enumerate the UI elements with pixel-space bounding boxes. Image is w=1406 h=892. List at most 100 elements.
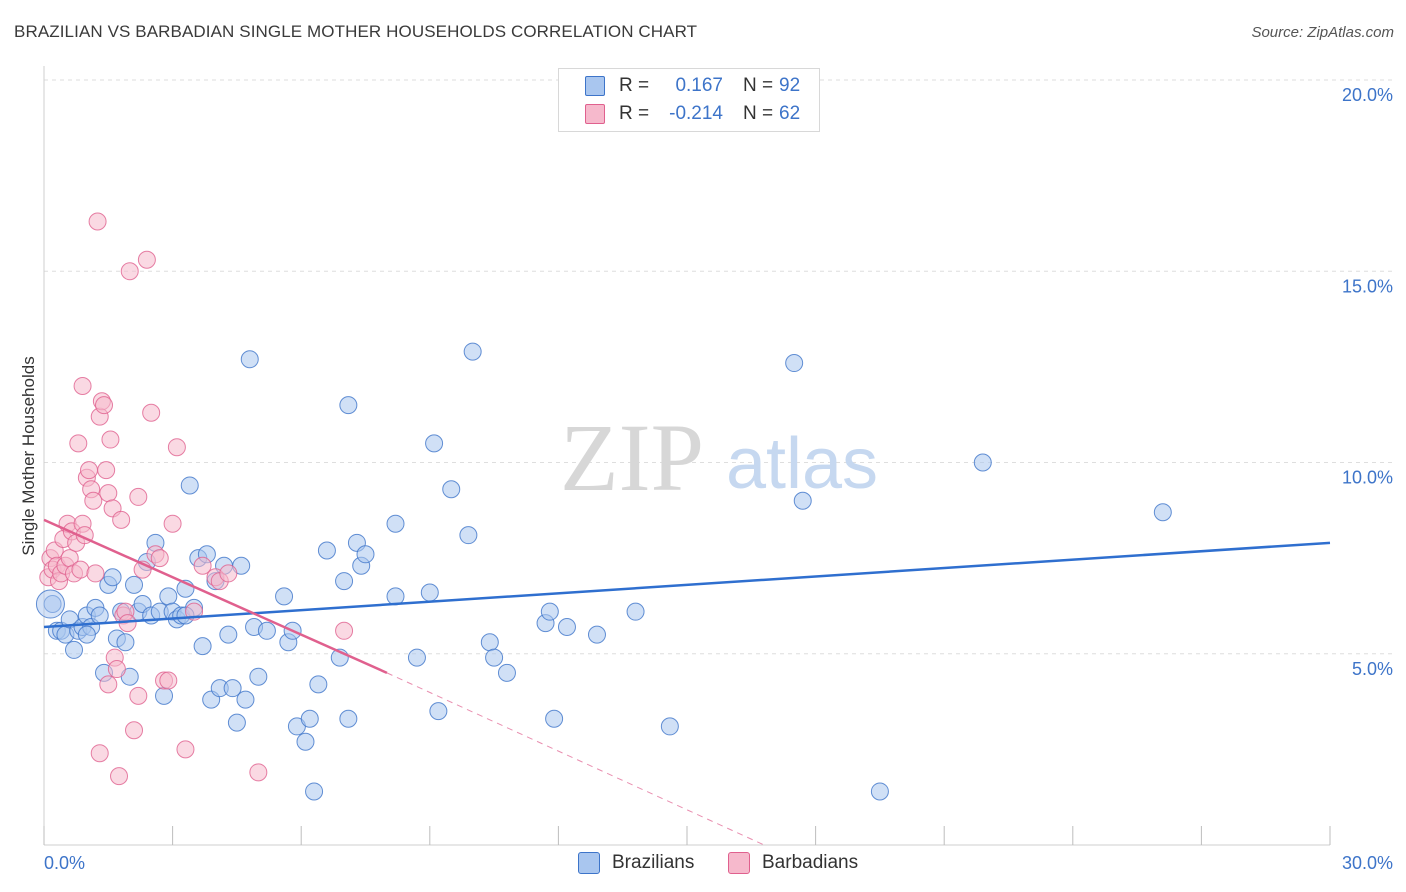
brazilian-point: [626, 602, 645, 621]
brazilian-point: [407, 648, 426, 667]
barbadian-point: [71, 560, 90, 579]
barbadian-point: [167, 438, 186, 457]
brazilian-point: [65, 640, 84, 659]
barbadians-trend-line: [43, 518, 388, 675]
brazilian-point: [155, 686, 174, 705]
legend-label-brazilians: Brazilians: [612, 852, 695, 873]
brazilian-point: [275, 587, 294, 606]
brazilian-point: [545, 709, 564, 728]
barbadian-point: [142, 403, 161, 422]
brazilian-point: [660, 717, 679, 736]
brazilian-point: [296, 732, 315, 751]
barbadian-point: [112, 510, 131, 529]
brazilian-point: [442, 480, 461, 499]
brazilian-point: [386, 514, 405, 533]
brazilian-point: [485, 648, 504, 667]
brazilian-point: [339, 396, 358, 415]
barbadian-point: [107, 660, 126, 679]
brazilian-point: [335, 572, 354, 591]
correlation-legend: R = 0.167 N = 92 R = -0.214 N = 62: [558, 68, 820, 132]
brazilian-point: [587, 625, 606, 644]
legend-n-value: 62: [779, 103, 801, 124]
barbadian-point: [193, 556, 212, 575]
axis-labels: 5.0% 10.0% 15.0% 20.0% 0.0% 30.0% Single Mothe…: [19, 85, 1393, 873]
barbadian-point: [118, 614, 137, 633]
watermark-zip: ZIP: [560, 404, 704, 511]
barbadian-point: [137, 250, 156, 269]
brazilian-point: [180, 476, 199, 495]
barbadian-point: [97, 461, 116, 480]
brazilian-point: [459, 526, 478, 545]
barbadian-point: [80, 461, 99, 480]
barbadians-trend-extension: [386, 672, 765, 846]
barbadian-point: [99, 675, 118, 694]
brazilian-point: [90, 606, 109, 625]
watermark: ZIP atlas: [560, 404, 878, 511]
legend-swatch-blue: [585, 76, 605, 96]
brazilian-point: [236, 690, 255, 709]
brazilian-point: [77, 625, 96, 644]
axes: [43, 66, 1331, 846]
trend-lines: [43, 518, 1331, 846]
brazilian-point: [305, 782, 324, 801]
brazilian-point: [973, 453, 992, 472]
barbadian-point: [129, 686, 148, 705]
y-axis-title: Single Mother Households: [19, 356, 38, 555]
legend-r-label: R =: [619, 75, 650, 96]
legend-row-barbadians: R = -0.214 N = 62: [585, 101, 800, 127]
brazilian-point: [193, 637, 212, 656]
legend-item-barbadians[interactable]: Barbadians: [728, 852, 858, 874]
brazilian-point: [425, 434, 444, 453]
y-tick-label: 15.0%: [1342, 276, 1393, 296]
series-barbadians: [39, 212, 354, 786]
brazilian-point: [116, 633, 135, 652]
barbadian-point: [110, 767, 129, 786]
legend-item-brazilians[interactable]: Brazilians: [578, 852, 694, 874]
brazilian-point: [1153, 503, 1172, 522]
brazilian-point: [497, 663, 516, 682]
brazilians-trend-line: [43, 541, 1331, 629]
brazilian-point-large: [35, 589, 65, 619]
barbadian-point: [120, 262, 139, 281]
brazilian-point: [793, 491, 812, 510]
legend-label-barbadians: Barbadians: [762, 852, 859, 873]
barbadian-point: [219, 564, 238, 583]
data-points: [35, 212, 1172, 801]
gridlines: [44, 79, 1392, 655]
watermark-atlas: atlas: [726, 424, 878, 504]
legend-n-label: N =: [743, 75, 774, 96]
brazilian-point: [480, 633, 499, 652]
brazilian-point: [557, 617, 576, 636]
brazilian-point: [240, 350, 259, 369]
barbadian-point: [99, 484, 118, 503]
brazilian-point: [386, 587, 405, 606]
barbadian-point: [125, 721, 144, 740]
brazilian-point: [309, 675, 328, 694]
brazilian-point: [356, 545, 375, 564]
legend-n-label: N =: [743, 103, 774, 124]
y-tick-label: 5.0%: [1352, 659, 1393, 679]
y-tick-label: 20.0%: [1342, 85, 1393, 105]
legend-r-label: R =: [619, 103, 650, 124]
legend-n-value: 92: [779, 75, 801, 96]
brazilian-point: [103, 568, 122, 587]
barbadian-point: [150, 549, 169, 568]
legend-r-value: -0.214: [669, 103, 723, 124]
brazilian-point: [339, 709, 358, 728]
brazilian-point: [300, 709, 319, 728]
legend-swatch-pink: [585, 104, 605, 124]
brazilian-point: [257, 621, 276, 640]
barbadian-point: [249, 763, 268, 782]
brazilian-point: [219, 625, 238, 644]
source-label: Source: ZipAtlas.com: [1251, 24, 1394, 41]
barbadian-point: [176, 740, 195, 759]
barbadian-point: [159, 671, 178, 690]
brazilian-point: [249, 667, 268, 686]
legend-r-value: 0.167: [675, 75, 723, 96]
legend-swatch-brazilians: [578, 852, 600, 874]
chart-title: BRAZILIAN VS BARBADIAN SINGLE MOTHER HOU…: [14, 22, 698, 41]
barbadian-point: [88, 212, 107, 231]
barbadian-point: [73, 377, 92, 395]
brazilian-point: [420, 583, 439, 602]
barbadian-point: [90, 744, 109, 763]
